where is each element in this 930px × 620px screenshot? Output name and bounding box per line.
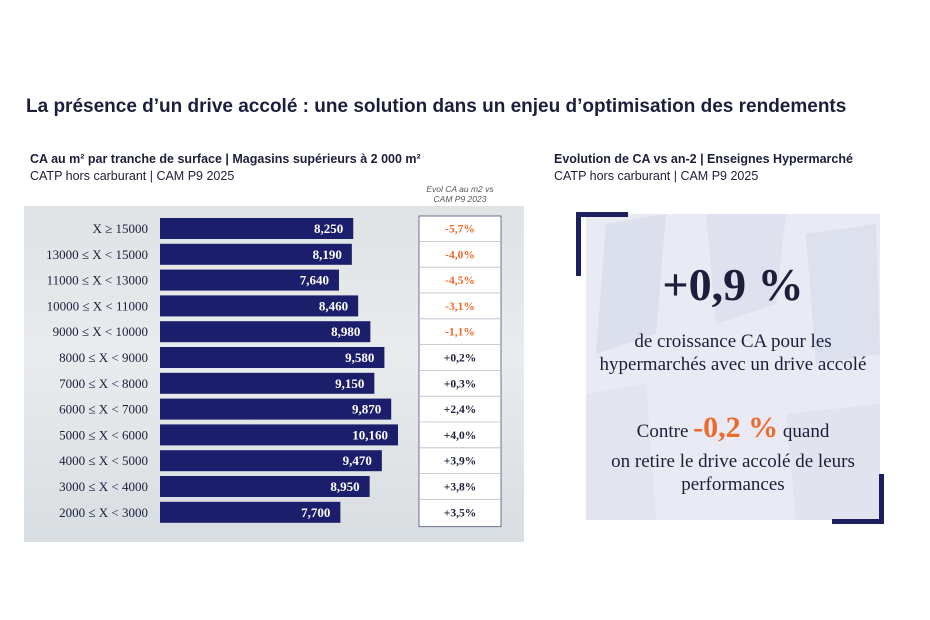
evolution-label: -4,5%: [445, 275, 475, 287]
bar-value-label: 9,150: [335, 376, 364, 391]
category-label: 13000 ≤ X < 15000: [46, 247, 148, 262]
page-title: La présence d’un drive accolé : une solu…: [26, 96, 847, 117]
right-panel-header: Evolution de CA vs an-2 | Enseignes Hype…: [554, 152, 853, 183]
contre-description: on retire le drive accolé de leurs perfo…: [611, 451, 855, 495]
category-label: 9000 ≤ X < 10000: [53, 324, 148, 339]
left-chart-subheading: CATP hors carburant | CAM P9 2025: [30, 169, 235, 183]
category-label: 11000 ≤ X < 13000: [47, 273, 148, 288]
evolution-label: +0,3%: [444, 378, 476, 390]
left-chart-header: CA au m² par tranche de surface | Magasi…: [30, 152, 421, 183]
contre-suffix: quand: [782, 421, 830, 442]
bar-value-label: 9,580: [345, 350, 374, 365]
evolution-label: +2,4%: [444, 404, 476, 416]
growth-value: +0,9 %: [662, 259, 804, 310]
bar: [160, 372, 375, 394]
evolution-label: +3,5%: [444, 507, 476, 519]
corner-bracket-top-left: [576, 212, 628, 276]
evolution-label: -4,0%: [445, 249, 475, 261]
evolution-label: +3,8%: [444, 482, 476, 494]
evolution-label: -3,1%: [445, 301, 475, 313]
bar-value-label: 9,470: [343, 453, 372, 468]
bar: [160, 450, 382, 472]
evol-column-header: Evol CA au m2 vs CAM P9 2023: [405, 184, 515, 204]
category-label: 6000 ≤ X < 7000: [59, 402, 148, 417]
category-label: 10000 ≤ X < 11000: [47, 298, 148, 313]
contre-value: -0,2 %: [693, 411, 779, 444]
contre-line: Contre -0,2 % quand: [596, 413, 870, 444]
category-label: 4000 ≤ X < 5000: [59, 453, 148, 468]
corner-bracket-bottom-right: [832, 474, 884, 524]
bar-value-label: 8,950: [330, 479, 359, 494]
evol-header-line2: CAM P9 2023: [433, 194, 487, 204]
bar-value-label: 7,700: [301, 505, 330, 520]
bar: [160, 424, 398, 446]
bar: [160, 347, 385, 368]
category-label: 8000 ≤ X < 9000: [59, 350, 148, 365]
bar: [160, 501, 341, 523]
bar-chart-container: X ≥ 15000 8,250 -5,7% 13000 ≤ X < 15000 8,19…: [24, 206, 524, 542]
background-decoration: [586, 214, 880, 520]
bar-value-label: 10,160: [352, 427, 388, 442]
left-chart-heading: CA au m² par tranche de surface | Magasi…: [30, 152, 421, 166]
evol-header-line1: Evol CA au m2 vs: [426, 184, 494, 194]
bar-value-label: 8,250: [314, 221, 343, 236]
category-label: 3000 ≤ X < 4000: [59, 479, 148, 494]
contre-prefix: Contre: [636, 421, 689, 442]
bar-value-label: 8,460: [319, 298, 348, 313]
evolution-label: +0,2%: [444, 353, 476, 365]
bar-value-label: 9,870: [352, 402, 381, 417]
bar: [160, 295, 359, 317]
bar-value-label: 8,980: [331, 324, 360, 339]
bar: [160, 476, 370, 497]
evolution-column-frame: [418, 215, 502, 528]
bar-chart: X ≥ 15000 8,250 -5,7% 13000 ≤ X < 15000 8,19…: [46, 215, 502, 528]
evolution-label: +4,0%: [444, 430, 476, 442]
bar: [160, 398, 392, 420]
bar-value-label: 7,640: [300, 273, 329, 288]
evolution-label: -5,7%: [445, 224, 475, 236]
bar-value-label: 8,190: [313, 247, 342, 262]
category-label: 7000 ≤ X < 8000: [59, 376, 148, 391]
category-label: 5000 ≤ X < 6000: [59, 427, 148, 442]
right-panel-heading: Evolution de CA vs an-2 | Enseignes Hype…: [554, 152, 853, 166]
bar: [160, 321, 371, 343]
growth-description: de croissance CA pour les hypermarchés a…: [599, 331, 867, 375]
right-panel-subheading: CATP hors carburant | CAM P9 2025: [554, 169, 759, 183]
bar: [160, 243, 352, 265]
bar: [160, 218, 354, 239]
bar: [160, 269, 339, 291]
evolution-label: +3,9%: [444, 456, 476, 468]
category-label: X ≥ 15000: [92, 221, 148, 236]
evolution-label: -1,1%: [445, 327, 475, 339]
highlight-panel: [586, 214, 880, 520]
category-label: 2000 ≤ X < 3000: [59, 505, 148, 520]
